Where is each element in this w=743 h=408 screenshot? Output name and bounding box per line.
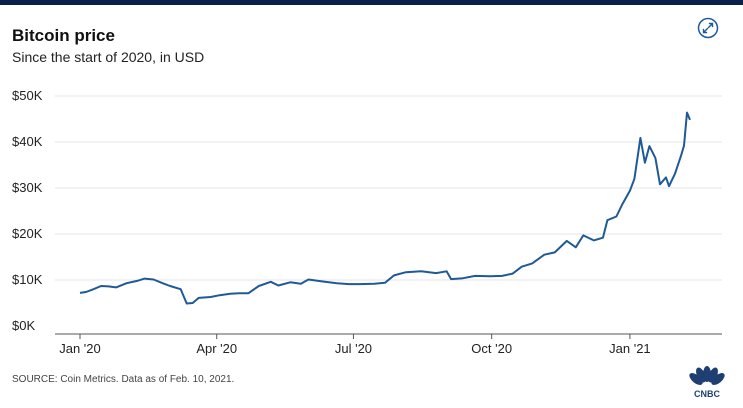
chart-title: Bitcoin price [12,26,115,45]
source-note: SOURCE: Coin Metrics. Data as of Feb. 10… [12,374,235,385]
y-tick-label: $0K [12,318,35,333]
y-tick-label: $30K [12,180,43,195]
x-tick-label: Jan '20 [59,341,101,356]
chart-subtitle: Since the start of 2020, in USD [12,49,205,65]
expand-icon[interactable] [697,17,719,39]
cnbc-peacock-icon: CNBC [689,366,725,399]
top-accent-bar [0,0,743,5]
y-tick-label: $50K [12,88,43,103]
y-tick-label: $40K [12,134,43,149]
y-tick-label: $10K [12,272,43,287]
x-tick-label: Oct '20 [471,341,512,356]
x-tick-label: Jan '21 [609,341,651,356]
y-tick-label: $20K [12,226,43,241]
cnbc-logo-text: CNBC [694,389,720,399]
x-tick-label: Apr '20 [196,341,237,356]
price-series-line [79,111,691,305]
x-tick-label: Jul '20 [335,341,372,356]
